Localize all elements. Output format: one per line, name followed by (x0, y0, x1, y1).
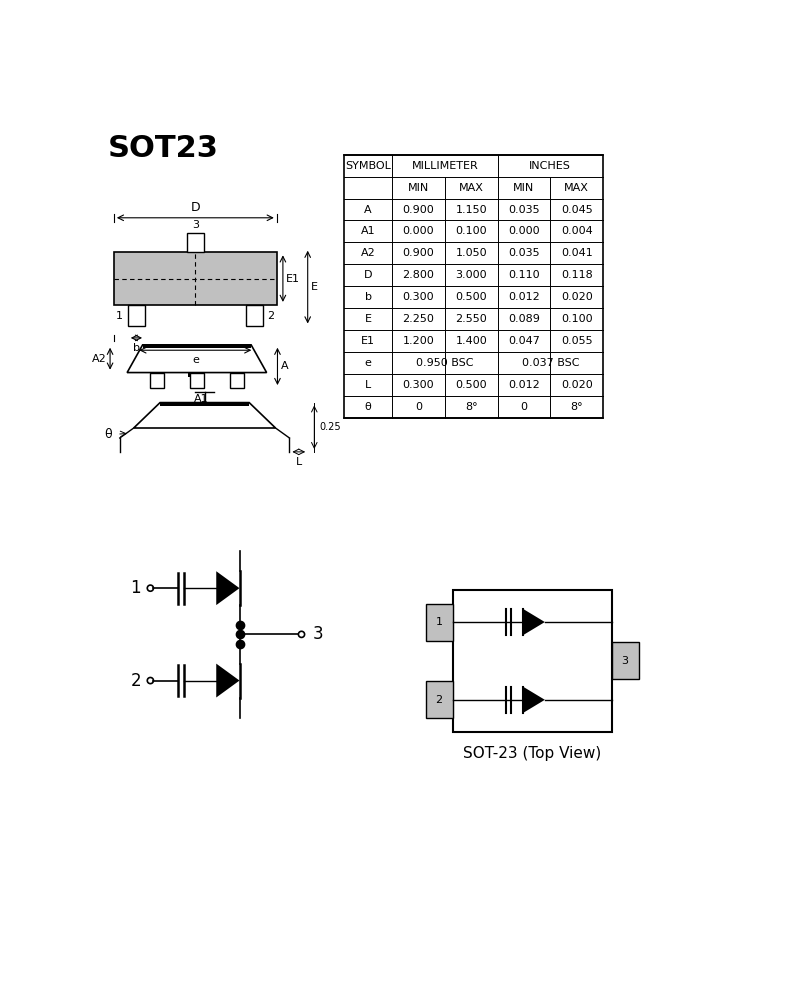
Text: A2: A2 (91, 354, 106, 364)
Text: L: L (365, 380, 371, 390)
Text: e: e (365, 358, 371, 368)
Text: 2.550: 2.550 (455, 314, 487, 324)
Text: MAX: MAX (564, 183, 589, 193)
Text: b: b (365, 292, 372, 302)
Text: 0.020: 0.020 (561, 380, 593, 390)
Text: 0.900: 0.900 (402, 205, 434, 215)
Text: e: e (192, 355, 198, 365)
Polygon shape (134, 403, 275, 428)
Polygon shape (523, 609, 545, 635)
Text: 0.047: 0.047 (508, 336, 540, 346)
Text: E1: E1 (286, 274, 300, 284)
Text: 0.041: 0.041 (561, 248, 593, 258)
Text: θ: θ (365, 402, 371, 412)
Text: 0.055: 0.055 (561, 336, 593, 346)
Text: 0.118: 0.118 (561, 270, 593, 280)
Text: 2: 2 (267, 311, 274, 321)
Bar (188, 373, 206, 377)
Bar (611, 642, 638, 679)
Text: 1.050: 1.050 (455, 248, 487, 258)
Bar (114, 252, 277, 305)
Text: SOT-23 (Top View): SOT-23 (Top View) (463, 746, 601, 761)
Text: 0.037 BSC: 0.037 BSC (522, 358, 579, 368)
Text: 1.200: 1.200 (402, 336, 434, 346)
Text: 3.000: 3.000 (455, 270, 487, 280)
Bar (344, 155, 603, 418)
Text: MIN: MIN (408, 183, 429, 193)
Text: D: D (364, 270, 372, 280)
Text: 1: 1 (130, 579, 141, 597)
Text: 0.089: 0.089 (508, 314, 540, 324)
Text: 0.25: 0.25 (319, 422, 341, 432)
Text: 3: 3 (192, 220, 199, 230)
Text: 0.500: 0.500 (455, 292, 487, 302)
Text: 0: 0 (415, 402, 422, 412)
Bar (230, 373, 244, 388)
Text: E1: E1 (361, 336, 375, 346)
Text: 0.300: 0.300 (402, 292, 434, 302)
Text: 2: 2 (435, 695, 442, 705)
Text: 0.004: 0.004 (561, 226, 593, 236)
Text: 0.100: 0.100 (561, 314, 593, 324)
Polygon shape (523, 687, 545, 713)
Bar (426, 681, 453, 718)
Text: 0.110: 0.110 (508, 270, 540, 280)
Text: 0.035: 0.035 (508, 205, 540, 215)
Text: A1: A1 (361, 226, 375, 236)
Bar (142, 344, 251, 348)
Text: MILLIMETER: MILLIMETER (411, 161, 478, 171)
Text: 0.012: 0.012 (508, 380, 540, 390)
Text: 2.800: 2.800 (402, 270, 434, 280)
Text: 0.300: 0.300 (402, 380, 434, 390)
Bar (160, 402, 249, 406)
Text: E: E (365, 314, 372, 324)
Text: INCHES: INCHES (530, 161, 571, 171)
Bar (187, 233, 204, 252)
Text: θ: θ (104, 428, 111, 441)
Text: 0.000: 0.000 (508, 226, 540, 236)
Text: 0.500: 0.500 (455, 380, 487, 390)
Bar (150, 373, 163, 388)
Text: b: b (133, 343, 140, 353)
Text: A: A (364, 205, 372, 215)
Polygon shape (127, 345, 266, 373)
Polygon shape (216, 571, 239, 605)
Text: 1: 1 (116, 311, 123, 321)
Text: MIN: MIN (514, 183, 534, 193)
Text: 8°: 8° (465, 402, 478, 412)
Text: 2.250: 2.250 (402, 314, 434, 324)
Bar (453, 590, 611, 732)
Text: 0.035: 0.035 (508, 248, 540, 258)
Text: 3: 3 (622, 656, 629, 666)
Text: A: A (282, 361, 289, 371)
Text: SOT23: SOT23 (108, 134, 218, 163)
Text: 0.100: 0.100 (455, 226, 487, 236)
Text: 0.900: 0.900 (402, 248, 434, 258)
Text: 2: 2 (130, 672, 141, 690)
Polygon shape (216, 664, 239, 698)
Text: 1.400: 1.400 (455, 336, 487, 346)
Text: MAX: MAX (458, 183, 484, 193)
Bar (426, 604, 453, 641)
Text: 0.950 BSC: 0.950 BSC (416, 358, 474, 368)
Text: 0.045: 0.045 (561, 205, 593, 215)
Text: 0.000: 0.000 (402, 226, 434, 236)
Text: 0.020: 0.020 (561, 292, 593, 302)
Text: 3: 3 (312, 625, 323, 643)
Bar (190, 373, 204, 388)
Text: E: E (310, 282, 318, 292)
Text: A1: A1 (194, 394, 208, 404)
Text: L: L (296, 457, 302, 467)
Bar (246, 305, 262, 326)
Text: 0: 0 (521, 402, 527, 412)
Text: D: D (190, 201, 200, 214)
Text: 1: 1 (435, 617, 442, 627)
Text: SYMBOL: SYMBOL (346, 161, 391, 171)
Text: 0.012: 0.012 (508, 292, 540, 302)
Text: A2: A2 (361, 248, 375, 258)
Text: 1.150: 1.150 (455, 205, 487, 215)
Bar (128, 305, 145, 326)
Text: 8°: 8° (570, 402, 583, 412)
